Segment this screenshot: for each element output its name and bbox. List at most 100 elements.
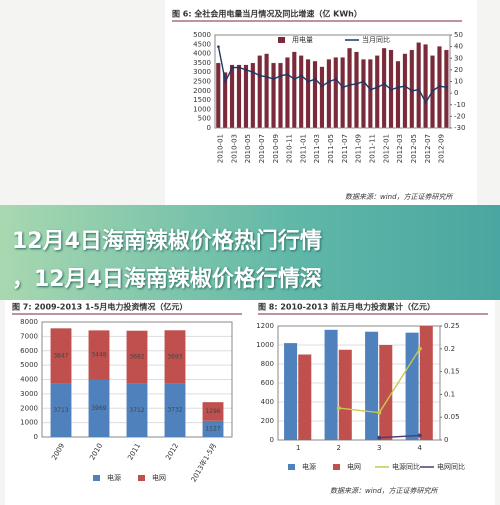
y2-tick-label: -20 <box>454 112 465 120</box>
legend-key <box>93 475 100 481</box>
data-label: 3969 <box>91 405 106 412</box>
headline: 12月4日海南辣椒价格热门行情 <box>12 229 322 254</box>
plot-frame <box>214 34 451 129</box>
bar <box>333 57 339 129</box>
bar <box>338 349 352 440</box>
line-series <box>379 434 420 439</box>
y2-tick-label: 0.1 <box>444 390 455 398</box>
bar <box>298 354 312 440</box>
bar <box>374 55 380 129</box>
y-tick-label: 2000 <box>20 404 38 412</box>
y-tick-label: 1000 <box>20 419 38 427</box>
y-tick-label: 400 <box>261 398 274 406</box>
y-tick-label: 5000 <box>193 31 211 39</box>
plot-frame <box>277 325 441 441</box>
bar <box>305 59 311 129</box>
bar <box>379 345 393 440</box>
x-tick-label: 1 <box>296 444 300 452</box>
bar <box>365 331 379 440</box>
x-tick-label: 4 <box>418 444 423 452</box>
bar <box>312 60 318 129</box>
bar <box>319 66 325 129</box>
y-tick-label: 6000 <box>20 347 38 355</box>
x-tick-label: 2011-05 <box>327 134 335 163</box>
bar <box>324 329 338 440</box>
legend-label: 用电量 <box>292 35 313 44</box>
y2-tick-label: -10 <box>454 101 465 109</box>
bar <box>126 330 148 384</box>
bar <box>347 47 352 129</box>
bar <box>257 55 263 129</box>
y-tick-label: 3000 <box>193 68 211 76</box>
x-tick-label: 2012-07 <box>424 134 432 163</box>
bar <box>271 62 276 129</box>
y-tick-label: 5000 <box>20 361 38 369</box>
bar <box>340 57 346 129</box>
y2-tick-label: -30 <box>454 124 465 132</box>
x-tick-label: 2010-09 <box>272 134 280 163</box>
y-tick-label: 1000 <box>193 105 211 113</box>
bar <box>298 55 304 129</box>
y2-tick-label: 0 <box>444 436 448 444</box>
bar <box>354 51 359 129</box>
line-series <box>338 348 421 414</box>
y-tick-label: 4500 <box>193 40 211 48</box>
chart-title: 图 8: 2010-2013 前五月电力投资累计（亿元） <box>258 302 435 312</box>
legend-label: 电网 <box>152 473 166 482</box>
bar <box>229 64 235 129</box>
bar <box>250 62 256 129</box>
y2-tick-label: 50 <box>454 31 463 39</box>
bar <box>367 59 373 129</box>
bar <box>264 53 270 129</box>
bar <box>405 332 419 440</box>
bar <box>222 72 228 129</box>
headline: ，12月4日海南辣椒价格行情深 <box>12 267 322 292</box>
y-tick-label: 1000 <box>256 341 274 349</box>
data-label: 3847 <box>53 352 68 359</box>
x-tick-label: 2010-05 <box>244 134 252 163</box>
y-tick-label: 3500 <box>193 59 211 67</box>
legend-key <box>138 475 145 481</box>
y-tick-label: 3000 <box>20 390 38 398</box>
legend-label: 电网同比 <box>437 462 465 471</box>
bar <box>243 64 249 129</box>
y2-tick-label: 20 <box>454 66 463 74</box>
headline-band: 12月4日海南辣椒价格热门行情 ，12月4日海南辣椒价格行情深 <box>0 205 500 300</box>
data-label: 3732 <box>167 407 182 414</box>
y2-tick-label: 0 <box>454 89 458 97</box>
chart-title: 图 7: 2009-2013 1-5月电力投资情况（亿元） <box>12 302 187 312</box>
bar <box>164 330 186 384</box>
data-label: 3682 <box>129 354 144 361</box>
y-tick-label: 200 <box>261 417 274 425</box>
bar <box>402 53 408 129</box>
x-tick-label: 2011-03 <box>313 134 321 163</box>
legend-label: 电源 <box>302 462 316 471</box>
y-tick-label: 1200 <box>256 322 274 330</box>
x-tick-label: 2012-05 <box>410 134 418 163</box>
bar <box>88 379 110 437</box>
legend-label: 电网 <box>347 462 361 471</box>
x-tick-label: 2010-03 <box>230 134 238 163</box>
bar <box>126 383 148 437</box>
bar <box>419 326 433 440</box>
chart-title: 图 6: 全社会用电量当月情况及同比增速（亿 KWh） <box>172 9 362 19</box>
x-tick-label: 2010-01 <box>216 134 224 163</box>
bar <box>202 402 224 421</box>
source-note: 数据来源：wind，方正证券研究所 <box>345 193 454 201</box>
y-tick-label: 800 <box>261 360 274 368</box>
y-tick-label: 600 <box>261 379 274 387</box>
bar <box>423 44 428 129</box>
y2-tick-label: 0.15 <box>444 368 460 376</box>
y2-tick-label: 10 <box>454 78 463 86</box>
bar <box>215 62 221 129</box>
legend-label: 电源同比 <box>392 462 420 471</box>
y2-tick-label: 0.2 <box>444 345 455 353</box>
x-tick-label: 2011-07 <box>341 134 349 163</box>
bar <box>88 330 110 380</box>
y-tick-label: 8000 <box>20 318 38 326</box>
data-label: 3712 <box>129 407 144 414</box>
y-tick-label: 2500 <box>193 78 211 86</box>
line-series <box>217 46 447 104</box>
